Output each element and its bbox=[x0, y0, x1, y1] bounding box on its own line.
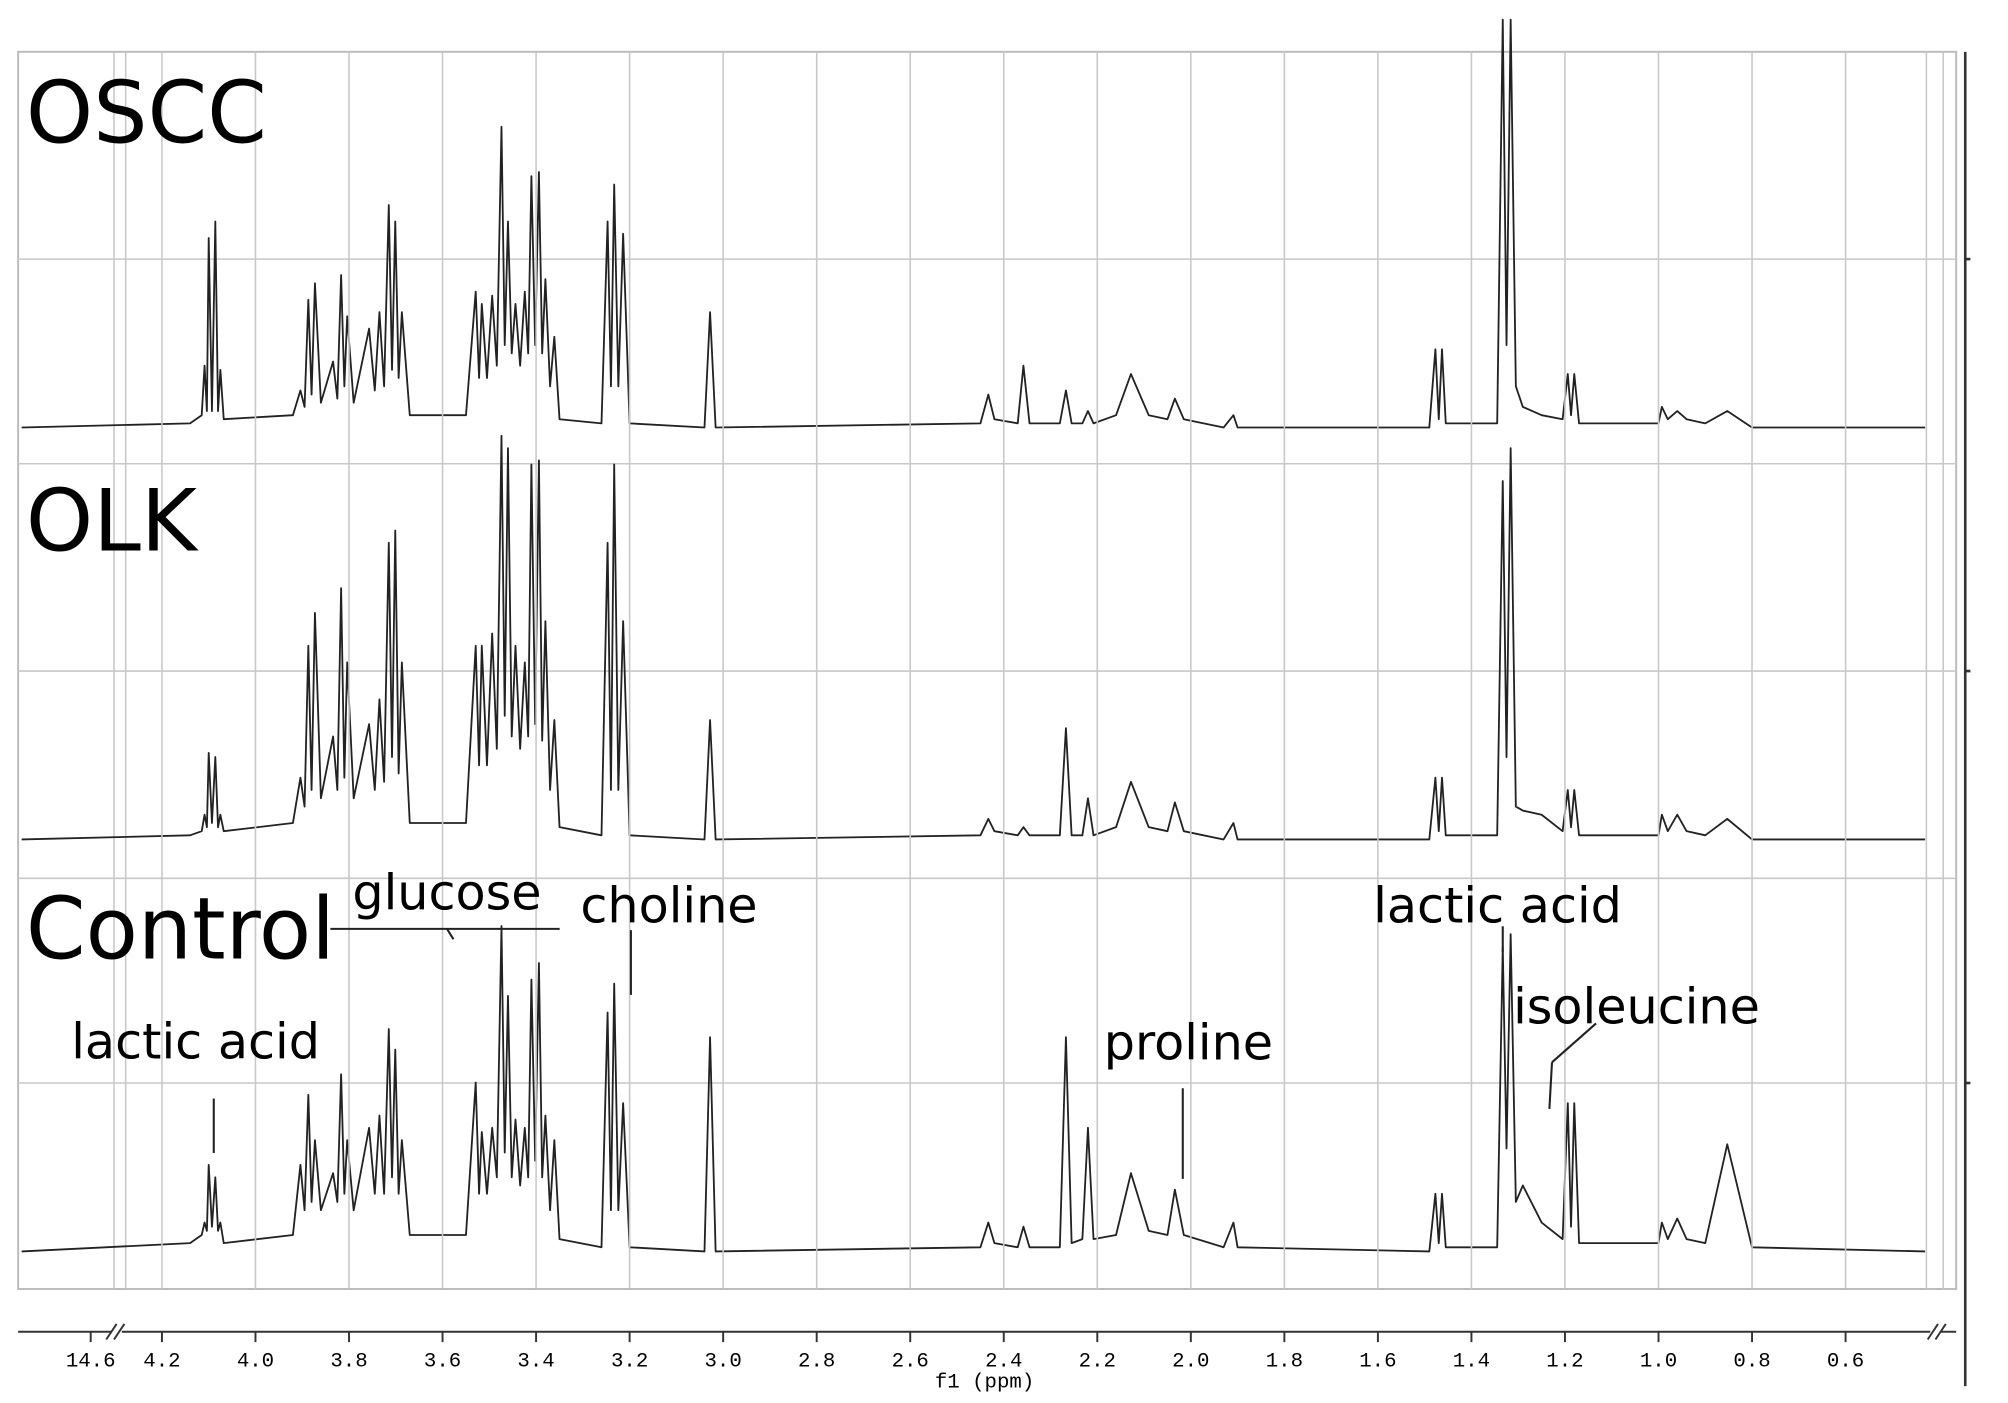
x-axis bbox=[18, 1323, 1957, 1341]
x-tick-label: 4.2 bbox=[143, 1351, 180, 1374]
x-tick-label: 3.4 bbox=[517, 1351, 554, 1374]
x-tick-label: 2.8 bbox=[798, 1351, 835, 1374]
x-tick-label: 1.2 bbox=[1546, 1351, 1583, 1374]
annotation-leader bbox=[1548, 1062, 1554, 1109]
spectrum-line bbox=[21, 18, 1926, 429]
spectrum-line bbox=[21, 434, 1926, 841]
x-tick-label: 4.0 bbox=[237, 1351, 274, 1374]
annotation: choline bbox=[580, 876, 757, 934]
x-tick-label: 2.6 bbox=[892, 1351, 929, 1374]
axis-break bbox=[105, 1323, 1947, 1341]
x-tick-label: 3.2 bbox=[611, 1351, 648, 1374]
annotation: isoleucine bbox=[1513, 977, 1760, 1035]
x-tick-label: 14.6 bbox=[66, 1351, 116, 1374]
x-tick-label: 2.2 bbox=[1079, 1351, 1116, 1374]
x-tick-label: 0.6 bbox=[1827, 1351, 1864, 1374]
series-label: Control bbox=[26, 881, 335, 980]
series-label: OLK bbox=[26, 473, 199, 572]
annotation: proline bbox=[1104, 1014, 1273, 1072]
spectrum-line bbox=[21, 925, 1926, 1253]
annotation-leader bbox=[446, 928, 455, 940]
x-tick-label: 1.4 bbox=[1453, 1351, 1490, 1374]
x-tick-label: 1.6 bbox=[1359, 1351, 1396, 1374]
annotation: glucose bbox=[352, 863, 541, 921]
x-tick-label: 2.0 bbox=[1172, 1351, 1209, 1374]
x-tick-label: 2.4 bbox=[985, 1351, 1022, 1374]
series-label: OSCC bbox=[26, 65, 267, 164]
annotation-leader bbox=[1551, 1022, 1597, 1064]
x-tick-label: 3.6 bbox=[424, 1351, 461, 1374]
x-axis-label: f1 (ppm) bbox=[935, 1371, 1034, 1394]
x-tick-label: 1.8 bbox=[1266, 1351, 1303, 1374]
annotation: lactic acid bbox=[71, 1012, 320, 1070]
x-tick-label: 1.0 bbox=[1640, 1351, 1677, 1374]
x-tick-label: 3.8 bbox=[330, 1351, 367, 1374]
x-tick-label: 3.0 bbox=[704, 1351, 741, 1374]
frame bbox=[17, 50, 1971, 1387]
x-tick-label: 0.8 bbox=[1733, 1351, 1770, 1374]
spectra bbox=[21, 18, 1926, 1253]
annotation: lactic acid bbox=[1373, 876, 1622, 934]
